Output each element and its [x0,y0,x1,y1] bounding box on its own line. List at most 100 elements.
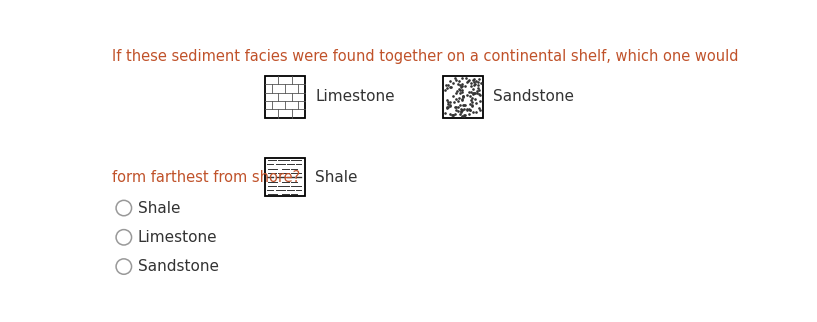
Point [458,102,471,108]
Point [450,107,463,112]
Point [471,90,484,96]
Point [473,77,486,82]
Point [473,91,486,96]
Point [440,85,453,90]
Point [467,77,480,82]
Point [456,97,469,102]
Point [447,112,460,117]
Point [444,84,458,90]
Point [467,91,480,97]
Point [456,81,469,87]
Point [471,88,484,93]
Point [473,107,486,112]
Point [450,77,463,82]
Point [444,112,457,117]
Point [465,80,478,85]
Point [457,93,470,98]
Point [458,113,471,118]
Point [446,113,459,118]
Text: Limestone: Limestone [138,230,217,245]
Point [455,113,468,118]
Point [456,75,469,80]
Point [461,92,474,98]
Point [468,90,481,96]
Point [474,80,487,86]
Point [465,96,478,101]
Point [462,106,475,111]
Point [471,82,484,88]
Point [453,111,467,116]
Point [466,103,479,108]
Point [455,89,468,94]
Point [464,93,477,99]
Point [453,90,467,95]
Point [460,106,473,111]
Point [457,103,470,108]
Point [446,81,459,86]
Point [455,85,468,90]
Point [444,84,457,89]
Point [467,109,480,115]
Point [440,82,453,88]
Point [439,111,452,116]
Point [473,93,486,98]
Point [467,86,480,91]
Point [455,107,468,112]
Point [470,78,483,83]
Point [454,107,467,112]
Point [453,88,467,93]
Text: Shale: Shale [138,201,181,215]
Point [474,99,487,104]
Point [444,99,457,104]
Text: Shale: Shale [315,170,358,185]
Point [456,108,469,113]
Point [454,103,467,108]
Point [454,110,467,115]
Point [462,78,475,83]
Point [454,109,467,114]
Point [449,90,462,96]
Point [443,102,456,108]
Point [469,109,482,115]
Point [458,107,471,112]
Text: Sandstone: Sandstone [493,89,574,104]
Point [453,79,466,84]
Point [462,89,475,94]
Point [463,108,476,113]
Point [449,104,462,109]
Point [444,103,457,109]
Point [458,83,471,88]
Point [467,90,480,95]
Point [467,91,480,96]
Point [452,87,465,92]
Point [451,99,464,104]
Point [461,108,474,113]
Point [439,87,452,92]
Point [459,75,472,80]
Point [468,80,481,85]
Point [456,94,469,99]
Point [458,103,471,108]
Point [447,100,460,105]
Bar [443,76,484,118]
Point [466,103,479,108]
Point [471,80,484,85]
Point [455,96,468,101]
Point [449,97,462,102]
Point [447,94,460,99]
Point [450,89,463,94]
Point [463,107,476,112]
Point [466,99,479,105]
Point [441,83,454,88]
Point [451,81,464,87]
Point [441,102,454,107]
Point [458,112,471,117]
Point [453,82,467,87]
Point [471,86,484,91]
Point [444,78,457,83]
Point [441,105,454,110]
Circle shape [116,259,132,274]
Point [440,97,453,102]
Point [464,97,477,102]
Point [455,88,468,93]
